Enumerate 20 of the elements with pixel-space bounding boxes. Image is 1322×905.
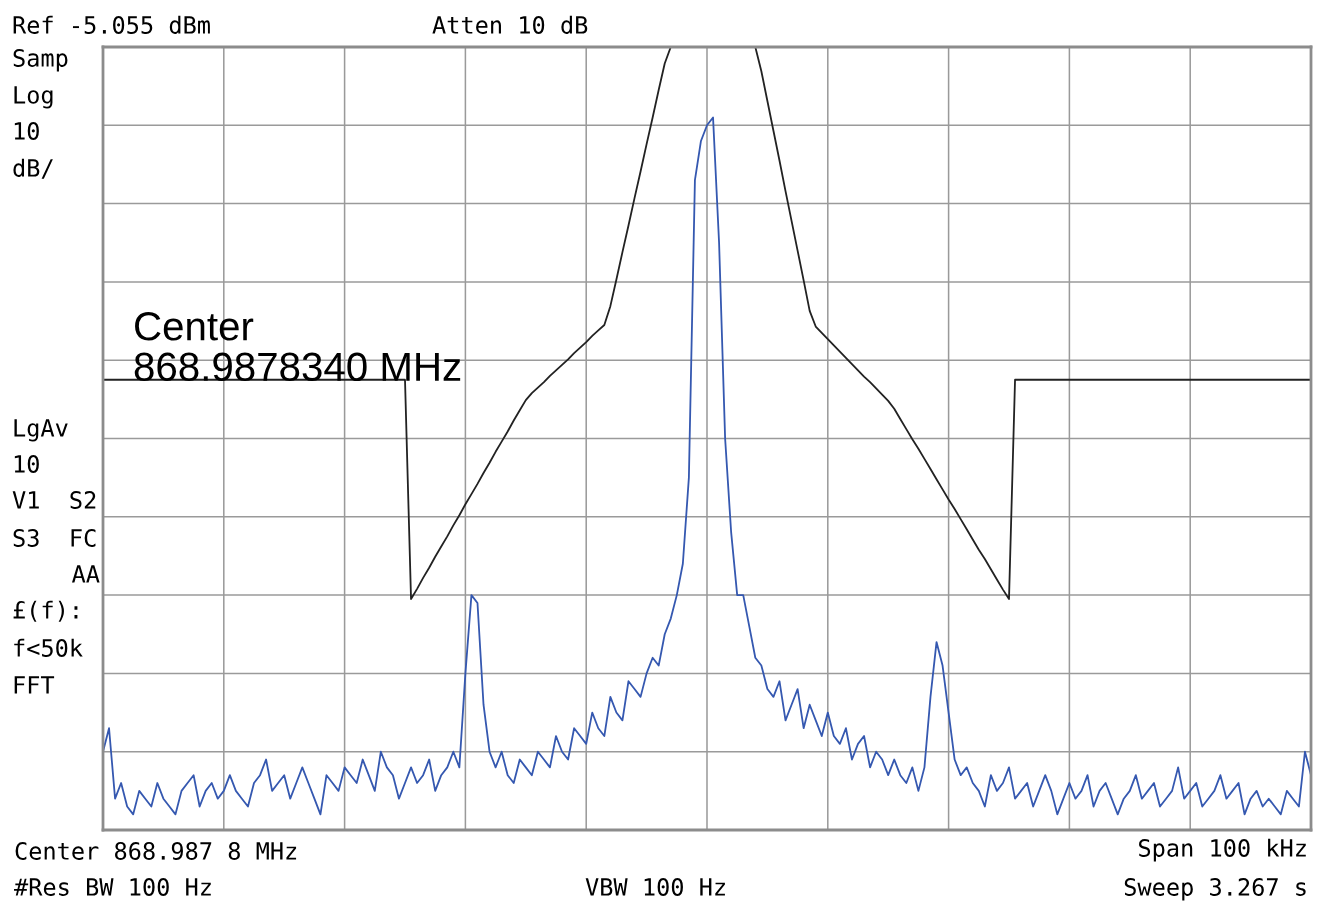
chart-title: Ref -5.055 dBm xyxy=(13,15,210,34)
text: £(f): xyxy=(13,600,78,622)
text: V1 S2 xyxy=(12,491,96,509)
text: AA xyxy=(72,565,100,583)
text: Center 868.987 8 MHz xyxy=(15,842,297,860)
text: VBW 100 Hz xyxy=(585,878,725,896)
chart-subtitle: Atten 10 dB xyxy=(432,15,588,34)
text: Sweep 3.267 s xyxy=(1124,878,1306,901)
text: f<50k xyxy=(14,638,83,657)
text: dB/ xyxy=(13,158,53,179)
text: Log xyxy=(14,86,53,109)
text: 10 xyxy=(14,455,39,473)
text: #Res BW 100 Hz xyxy=(14,878,211,896)
text: Samp xyxy=(13,49,68,72)
annotation: Center 868.9878340 MHz xyxy=(134,312,461,382)
text: FFT xyxy=(14,676,55,694)
text: LgAv xyxy=(14,419,68,442)
text: S3 FC xyxy=(13,529,96,547)
text: Span 100 kHz xyxy=(1139,838,1306,862)
text: 10 xyxy=(14,122,39,140)
